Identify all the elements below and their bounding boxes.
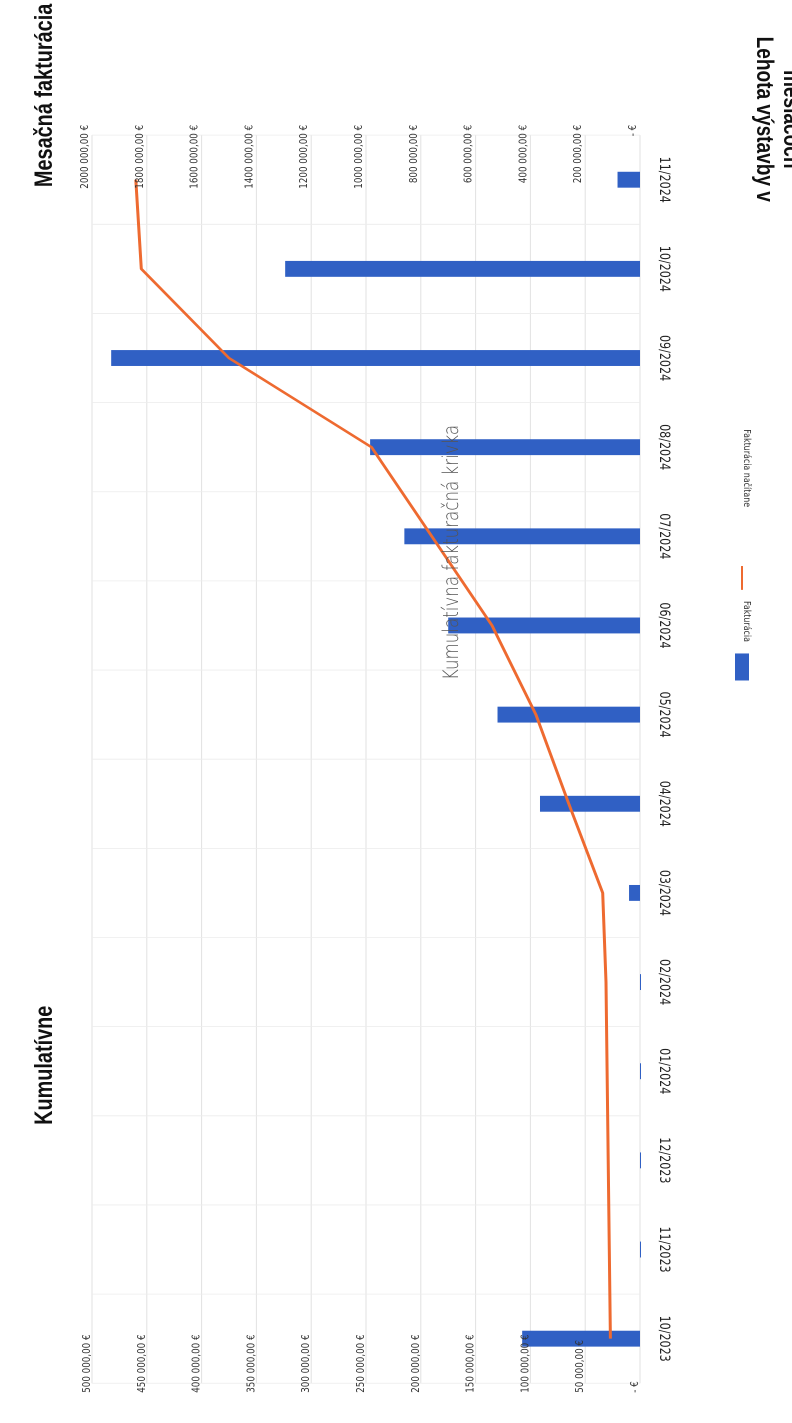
- category-label: 07/2024: [657, 513, 674, 559]
- legend: Fakturácia Fakturácia načítane: [735, 429, 753, 681]
- bar-08-2024: [370, 439, 640, 456]
- legend-bar-swatch: [735, 653, 749, 681]
- bar-04-2024: [539, 795, 640, 812]
- cumulative-tick-label: 500 000,00 €: [81, 1334, 93, 1392]
- bar-07-2024: [404, 528, 640, 545]
- cumulative-tick-label: - €: [629, 1381, 641, 1392]
- bar-01-2024: [640, 1063, 641, 1080]
- time-axis-label-line1: Lehota výstavby v: [751, 37, 779, 202]
- monthly-tick-label: 600 000,00 €: [463, 125, 475, 183]
- monthly-tick-label: 1600 000,00 €: [189, 125, 201, 189]
- bar-10-2024: [285, 260, 640, 277]
- monthly-tick-label: 400 000,00 €: [518, 125, 530, 183]
- category-label: 02/2024: [657, 959, 674, 1005]
- category-label: 01/2024: [657, 1048, 674, 1094]
- cumulative-tick-label: 200 000,00 €: [410, 1334, 422, 1392]
- monthly-tick-label: 1800 000,00 €: [134, 125, 146, 189]
- category-label: 10/2024: [657, 246, 674, 292]
- monthly-tick-label: 1400 000,00 €: [244, 125, 256, 189]
- bar-11-2023: [640, 1241, 641, 1258]
- cumulative-axis-label: Kumulatívne: [30, 1006, 58, 1125]
- monthly-tick-label: 800 000,00 €: [408, 125, 420, 183]
- chart-title: Kumulatívna fakturačná krivka: [439, 425, 463, 680]
- monthly-axis-ticks: - € 200 000,00 € 400 000,00 € 600 000,00 € 8…: [79, 125, 639, 189]
- legend-bar-label: Fakturácia: [741, 601, 752, 642]
- category-labels: 10/2023 11/2023 12/2023 01/2024 02/2024 03/20…: [657, 157, 674, 1362]
- category-label: 04/2024: [657, 781, 674, 827]
- cumulative-tick-label: 250 000,00 €: [355, 1334, 367, 1392]
- time-axis-label-line2: mesiacoch: [778, 70, 792, 169]
- monthly-tick-label: - €: [627, 125, 639, 136]
- cumulative-tick-label: 400 000,00 €: [191, 1334, 203, 1392]
- bar-02-2024: [640, 974, 641, 991]
- cumulative-line: [134, 179, 612, 1339]
- monthly-tick-label: 1200 000,00 €: [298, 125, 310, 189]
- cumulative-tick-label: 100 000,00 €: [520, 1334, 532, 1392]
- cumulative-tick-label: 450 000,00 €: [136, 1334, 148, 1392]
- plot-area: [88, 131, 642, 1384]
- category-label: 10/2023: [657, 1316, 674, 1362]
- cumulative-tick-label: 300 000,00 €: [300, 1334, 312, 1392]
- monthly-axis-label: Mesačná fakturácia: [30, 3, 58, 187]
- bar-06-2024: [448, 617, 640, 634]
- category-label: 11/2024: [657, 157, 674, 203]
- category-label: 11/2023: [657, 1226, 674, 1272]
- cumulative-tick-label: 50 000,00 €: [574, 1340, 586, 1393]
- bar-09-2024: [111, 350, 641, 366]
- category-label: 12/2023: [657, 1137, 674, 1183]
- monthly-tick-label: 2000 000,00 €: [79, 125, 91, 189]
- category-label: 09/2024: [657, 335, 674, 381]
- cumulative-axis-ticks: - € 50 000,00 € 100 000,00 € 150 000,00 € 20…: [81, 1334, 641, 1392]
- legend-line-label: Fakturácia načítane: [741, 429, 753, 507]
- monthly-tick-label: 1000 000,00 €: [353, 125, 365, 189]
- bar-05-2024: [497, 706, 640, 723]
- cumulative-tick-label: 150 000,00 €: [465, 1334, 477, 1392]
- category-label: 08/2024: [657, 424, 674, 470]
- monthly-tick-label: 200 000,00 €: [572, 125, 584, 183]
- bar-03-2024: [629, 884, 640, 901]
- category-label: 06/2024: [657, 602, 674, 648]
- category-label: 05/2024: [657, 692, 674, 738]
- bar-11-2024: [617, 171, 640, 188]
- category-label: 03/2024: [657, 870, 674, 916]
- grid: [91, 134, 641, 1384]
- bars: [111, 171, 641, 1347]
- bar-12-2023: [640, 1152, 641, 1169]
- cumulative-tick-label: 350 000,00 €: [246, 1334, 258, 1392]
